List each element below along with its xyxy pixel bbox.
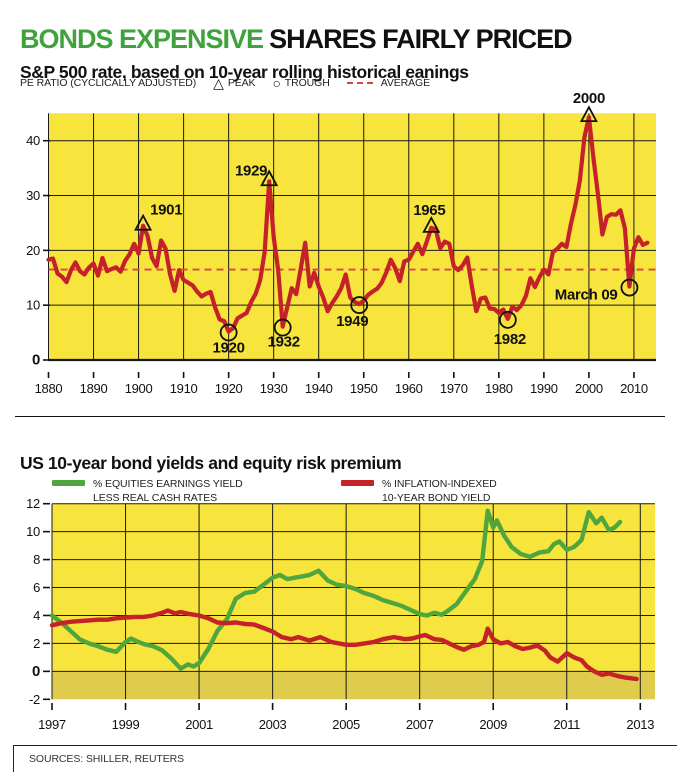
series-line (49, 608, 639, 682)
bond-yield-chart: 1997 1999 2001 2003 2005 2007 2009 2011 2013 -2 0 2… (26, 496, 655, 732)
x-tick-label: 1970 (440, 381, 468, 396)
trough-marker (620, 278, 639, 297)
trough-marker (273, 318, 292, 337)
bond-legend-label: % INFLATION-INDEXED 10-YEAR BOND YIELD (382, 477, 497, 505)
x-tick-label: 1880 (35, 381, 63, 396)
page-title: BONDS EXPENSIVE SHARES FAIRLY PRICED (20, 24, 573, 55)
x-tick-label: 1930 (260, 381, 288, 396)
series-line (46, 115, 650, 334)
x-tick-label: 2003 (259, 717, 287, 732)
annotation-label: March 09 (555, 287, 618, 304)
equities-legend-line1: % EQUITIES EARNINGS YIELD (93, 478, 243, 490)
annotation-label: 1965 (413, 202, 445, 219)
x-tick-label: 2007 (406, 717, 434, 732)
annotation-label: 1982 (494, 331, 526, 348)
annotation-label: 1932 (268, 334, 300, 351)
y-tick-label: 0 (32, 352, 40, 369)
trough-marker (219, 323, 238, 342)
peak-marker (134, 213, 153, 231)
series-line (49, 508, 623, 671)
plot-background-negative-band (52, 671, 655, 700)
y-tick-label: 2 (33, 636, 40, 651)
peak-marker (260, 169, 279, 187)
top-chart-legend: PE RATIO (CYCLICALLY ADJUSTED) △ PEAK ○ … (20, 75, 430, 91)
pe-ratio-legend-label: PE RATIO (CYCLICALLY ADJUSTED) (20, 77, 197, 89)
cape-ratio-chart: 1901 1929 1965 2000 1920 1932 1949 1982 March 09… (26, 90, 656, 396)
y-tick-label: 20 (26, 243, 40, 258)
x-tick-label: 1999 (112, 717, 140, 732)
page-title-shares: SHARES FAIRLY PRICED (269, 24, 573, 55)
average-legend-label: AVERAGE (380, 77, 430, 89)
annotation-label: 1929 (235, 162, 267, 179)
x-tick-label: 2011 (553, 717, 580, 732)
bottom-chart-title: US 10-year bond yields and equity risk p… (20, 452, 402, 473)
trough-legend-item: ○ TROUGH (272, 75, 330, 91)
peak-marker (579, 105, 598, 123)
y-tick-label: 40 (26, 133, 40, 148)
bond-legend-line1: % INFLATION-INDEXED (382, 478, 497, 490)
x-tick-label: 1950 (350, 381, 378, 396)
average-dash-icon (346, 82, 373, 84)
x-tick-label: 1910 (170, 381, 198, 396)
x-tick-label: 1890 (80, 381, 108, 396)
trough-legend-label: TROUGH (284, 77, 330, 89)
x-tick-label: 2000 (575, 381, 603, 396)
x-tick-label: 1997 (38, 717, 66, 732)
bond-line-swatch (341, 480, 374, 486)
annotation-label: 1901 (150, 202, 182, 219)
peak-triangle-icon: △ (213, 75, 224, 91)
annotation-label: 2000 (573, 90, 605, 107)
trough-marker (350, 296, 369, 314)
x-tick-label: 2010 (620, 381, 648, 396)
sources-footer: SOURCES: SHILLER, REUTERS (13, 745, 677, 772)
y-tick-label: 12 (26, 496, 40, 511)
bond-legend-item: % INFLATION-INDEXED 10-YEAR BOND YIELD (341, 477, 497, 505)
y-tick-label: -2 (29, 692, 40, 707)
average-legend-item: AVERAGE (346, 77, 430, 89)
peak-legend-label: PEAK (227, 77, 256, 89)
x-tick-label: 2001 (185, 717, 213, 732)
equities-legend-item: % EQUITIES EARNINGS YIELD LESS REAL CASH… (52, 477, 243, 505)
y-tick-label: 8 (33, 552, 40, 567)
peak-marker (422, 215, 441, 233)
x-tick-label: 1980 (485, 381, 513, 396)
y-tick-label: 30 (26, 188, 40, 203)
sources-text: SOURCES: SHILLER, REUTERS (29, 753, 185, 765)
x-tick-label: 1940 (305, 381, 333, 396)
equities-legend-line2: LESS REAL CASH RATES (93, 492, 218, 504)
top-chart-subtitle: S&P 500 rate, based on 10-year rolling h… (20, 61, 469, 82)
x-tick-label: 2009 (479, 717, 507, 732)
y-tick-label: 6 (33, 580, 40, 595)
page-title-bonds: BONDS EXPENSIVE (20, 24, 264, 55)
y-tick-label: 0 (32, 663, 40, 680)
annotation-label: 1949 (336, 313, 368, 330)
bond-legend-line2: 10-YEAR BOND YIELD (382, 492, 491, 504)
x-tick-label: 1990 (530, 381, 558, 396)
equities-legend-label: % EQUITIES EARNINGS YIELD LESS REAL CASH… (93, 477, 243, 505)
trough-marker (498, 310, 517, 329)
x-tick-label: 1900 (125, 381, 153, 396)
x-tick-label: 2005 (332, 717, 360, 732)
x-tick-label: 1920 (215, 381, 243, 396)
equities-line-swatch (52, 480, 85, 486)
trough-circle-icon: ○ (272, 75, 281, 91)
y-tick-label: 10 (26, 298, 40, 313)
y-tick-label: 4 (33, 608, 40, 623)
peak-legend-item: △ PEAK (213, 75, 256, 91)
x-tick-label: 1960 (395, 381, 423, 396)
section-divider (15, 416, 665, 417)
annotation-label: 1920 (213, 339, 245, 356)
x-tick-label: 2013 (626, 717, 654, 732)
y-tick-label: 10 (26, 524, 40, 539)
